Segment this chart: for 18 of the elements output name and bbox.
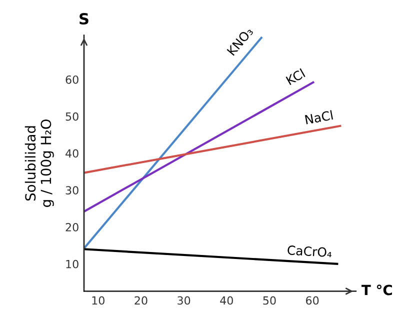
chart-title: S <box>80 13 88 25</box>
x-tick-label: 10 <box>92 296 104 305</box>
y-tick-label: 50 <box>66 112 78 121</box>
y-tick-label: 30 <box>66 186 78 195</box>
x-tick-label: 60 <box>306 296 319 305</box>
x-tick-label: 50 <box>263 296 276 305</box>
y-tick-label: 10 <box>66 260 78 268</box>
series-label: CaCrO₄ <box>287 245 332 258</box>
y-tick-label: 40 <box>66 149 78 158</box>
x-tick-label: 40 <box>220 296 233 305</box>
x-tick-label: 20 <box>134 296 148 305</box>
y-tick-label: 20 <box>66 222 78 232</box>
x-tick-label: 30 <box>178 296 190 305</box>
text: NaCl <box>304 110 334 124</box>
x-axis-title: T °C <box>362 284 392 296</box>
y-tick-label: 60 <box>66 75 78 84</box>
y-axis-title: Solubilidad g / 100g H₂O <box>24 119 54 207</box>
text: KCl <box>286 68 306 86</box>
